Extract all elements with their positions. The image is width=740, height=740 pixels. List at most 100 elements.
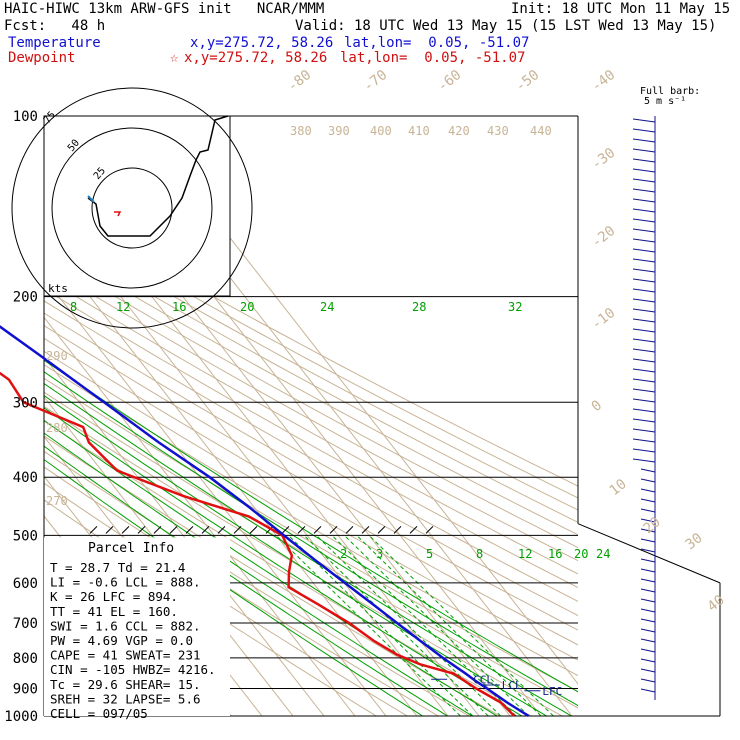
wind-barb: [632, 208, 656, 213]
wind-barb: [632, 398, 656, 403]
hatch-mark: [137, 526, 146, 534]
hatch-mark: [153, 526, 162, 534]
theta-tag: 400: [370, 124, 392, 138]
dry-adiabat-line: [44, 231, 578, 523]
parcel-info-row: Tc = 29.6 SHEAR= 15.: [50, 677, 201, 692]
dewpoint-profile-line: [0, 371, 516, 717]
pressure-tick-label: 1000: [4, 709, 38, 725]
wind-barb: [632, 438, 656, 443]
wind-barbs: Full barb:5 m s⁻¹: [632, 86, 700, 700]
mixing-ratio-tag: 8: [70, 300, 77, 314]
wind-barb: [632, 228, 656, 233]
dry-adiabat-line: [44, 199, 578, 487]
sounding-profiles: [0, 325, 530, 718]
hatch-mark: [329, 526, 338, 534]
hatch-mark: [201, 526, 210, 534]
mixing-ratio-tag: 28: [412, 300, 426, 314]
pressure-tick-label: 700: [13, 616, 38, 632]
wind-barb: [640, 508, 656, 513]
theta-tag: 380: [290, 124, 312, 138]
isotherm-tag: -20: [589, 223, 619, 251]
right-axis-slant: [577, 523, 721, 584]
wind-barb: [640, 658, 656, 663]
parcel-info-row: TT = 41 EL = 160.: [50, 604, 178, 619]
wind-barb: [640, 588, 656, 593]
dry-adiabat-lines: [44, 199, 578, 716]
dry-adiabat-line: [44, 405, 563, 716]
dewpoint-legend-latlon: lat,lon= 0.05, -51.07: [340, 50, 526, 66]
wind-barb: [640, 578, 656, 583]
theta-tag: 440: [530, 124, 552, 138]
isotherm-tag: -70: [361, 67, 391, 95]
wind-barb: [632, 288, 656, 293]
theta-tag: 430: [487, 124, 509, 138]
isotherm-tag: -50: [513, 67, 543, 95]
hodograph-ring: [91, 167, 173, 249]
moist-adiabat-line: [44, 432, 473, 716]
mixing-ratio-line: [368, 535, 554, 716]
model-title: HAIC-HIWC 13km ARW-GFS init NCAR/MMM: [4, 1, 325, 17]
wind-barb: [640, 498, 656, 503]
wind-barb: [632, 118, 656, 123]
mixing-ratio-tag: 24: [320, 300, 334, 314]
hatch-mark: [89, 526, 98, 534]
parcel-info-row: LI = -0.6 LCL = 888.: [50, 575, 201, 590]
level-label-ccl: CCL: [473, 673, 493, 686]
wind-barb: [640, 528, 656, 533]
dry-adiabat-line: [44, 300, 578, 602]
mixing-ratio-line: [303, 535, 489, 716]
hodograph-unit: kts: [48, 282, 68, 295]
isotherm-tag: 30: [683, 530, 706, 553]
dewpoint-legend-label: Dewpoint: [8, 50, 76, 66]
level-markers: ELCCLLCLLFC: [431, 673, 562, 698]
mixing-ratio-tag: 12: [518, 547, 532, 561]
wind-barb: [640, 468, 656, 473]
parcel-box-bg: [44, 537, 230, 716]
hatch-mark: [169, 526, 178, 534]
wind-barb: [632, 318, 656, 323]
isotherm-tag: 10: [607, 476, 630, 499]
mixing-ratio-tag: 12: [116, 300, 130, 314]
hatch-mark: [233, 526, 242, 534]
wind-barb: [632, 378, 656, 383]
wind-barb: [640, 618, 656, 623]
pressure-tick-label: 200: [13, 290, 38, 306]
hatch-mark: [217, 526, 226, 534]
parcel-info-row: SREH = 32 LAPSE= 5.6: [50, 691, 201, 706]
hatch-mark: [313, 526, 322, 534]
level-label-lcl: LCL: [502, 679, 522, 692]
dry-adiabat-line: [44, 325, 578, 631]
wind-barb: [632, 298, 656, 303]
mixing-ratio-tag: 3: [376, 547, 383, 561]
wind-barb: [632, 198, 656, 203]
theta-tag: 410: [408, 124, 430, 138]
wind-barb: [632, 408, 656, 413]
theta-tag: 270: [46, 494, 68, 508]
wind-barb: [632, 418, 656, 423]
dry-adiabat-line: [44, 364, 578, 677]
mixing-ratio-tag: 24: [596, 547, 610, 561]
dry-adiabat-line: [44, 312, 578, 617]
mixing-ratio-line: [275, 535, 461, 716]
wind-barb: [632, 388, 656, 393]
dry-adiabat-line: [44, 242, 578, 536]
hodograph-origin-mark: [87, 195, 95, 203]
wind-barb: [640, 478, 656, 483]
hodograph-trace: [87, 115, 229, 237]
wind-barb: [640, 598, 656, 603]
hatch-mark: [105, 526, 114, 534]
mixing-ratio-tag: 32: [508, 300, 522, 314]
dry-adiabat-line: [44, 420, 532, 716]
wind-barb: [632, 308, 656, 313]
pressure-tick-label: 900: [13, 682, 38, 698]
wind-barb: [632, 178, 656, 183]
dry-adiabat-line: [44, 350, 578, 661]
wind-barb: [632, 138, 656, 143]
wind-barb: [640, 678, 656, 683]
dry-adiabat-line: [44, 220, 578, 511]
pressure-tick-label: 100: [13, 109, 38, 125]
wind-barb: [640, 688, 656, 693]
theta-tag: 290: [46, 349, 68, 363]
